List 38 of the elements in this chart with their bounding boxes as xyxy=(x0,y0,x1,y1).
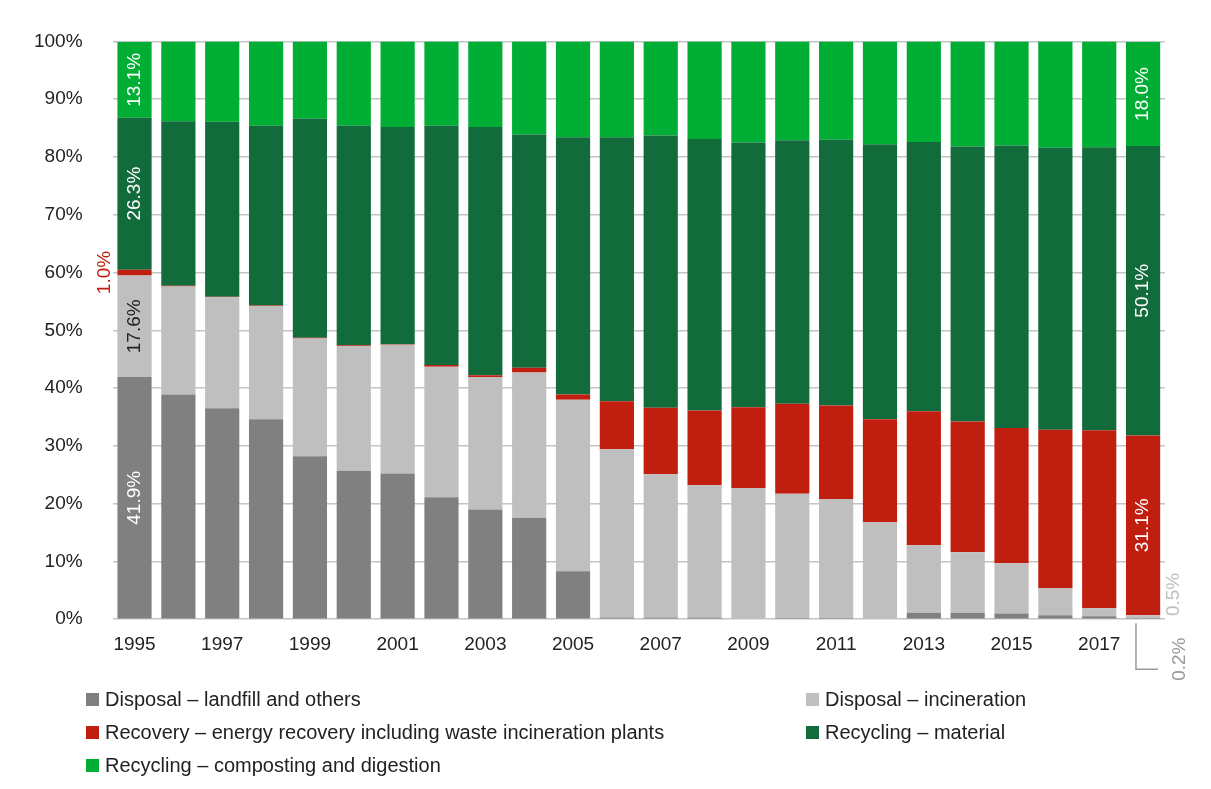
x-tick-label: 2015 xyxy=(990,632,1033,654)
x-tick-label: 2017 xyxy=(1078,632,1121,654)
x-tick-label: 2005 xyxy=(551,632,595,654)
legend-label: Disposal – landfill and others xyxy=(105,688,361,711)
y-tick-label: 10% xyxy=(44,549,83,571)
legend-label: Recycling – composting and digestion xyxy=(105,754,441,777)
legend-label: Recovery – energy recovery including waste incineration plants xyxy=(105,721,665,744)
data-label: 31.1% xyxy=(1131,498,1153,553)
y-tick-label: 20% xyxy=(44,491,83,513)
data-label: 50.1% xyxy=(1131,263,1153,318)
x-tick-label: 2003 xyxy=(464,632,507,654)
data-label: 41.9% xyxy=(122,470,144,525)
x-tick-label: 1997 xyxy=(201,632,244,654)
y-tick-label: 70% xyxy=(44,202,83,224)
y-tick-label: 0% xyxy=(55,607,83,629)
legend-label: Disposal – incineration xyxy=(825,688,1027,711)
data-label: 18.0% xyxy=(1131,66,1153,121)
data-label: 0.2% xyxy=(1168,637,1190,681)
y-tick-label: 50% xyxy=(44,318,83,340)
data-label: 0.5% xyxy=(1162,572,1184,617)
data-label: 13.1% xyxy=(122,52,144,107)
x-tick-label: 2011 xyxy=(815,632,857,654)
data-label: 1.0% xyxy=(92,250,114,295)
data-label: 17.6% xyxy=(122,299,144,354)
y-tick-label: 40% xyxy=(44,376,83,398)
x-tick-label: 2001 xyxy=(376,632,419,654)
x-tick-label: 2009 xyxy=(727,632,770,654)
x-tick-label: 2007 xyxy=(639,632,682,654)
x-tick-label: 1995 xyxy=(113,632,156,654)
y-tick-label: 60% xyxy=(44,260,83,282)
data-label: 26.3% xyxy=(122,166,144,221)
legend-label: Recycling – material xyxy=(825,721,1006,744)
y-tick-label: 100% xyxy=(33,29,83,51)
x-tick-label: 1999 xyxy=(288,632,332,654)
y-tick-label: 30% xyxy=(44,434,83,456)
x-tick-label: 2013 xyxy=(902,632,945,654)
y-tick-label: 90% xyxy=(44,87,83,109)
y-tick-label: 80% xyxy=(44,145,83,167)
